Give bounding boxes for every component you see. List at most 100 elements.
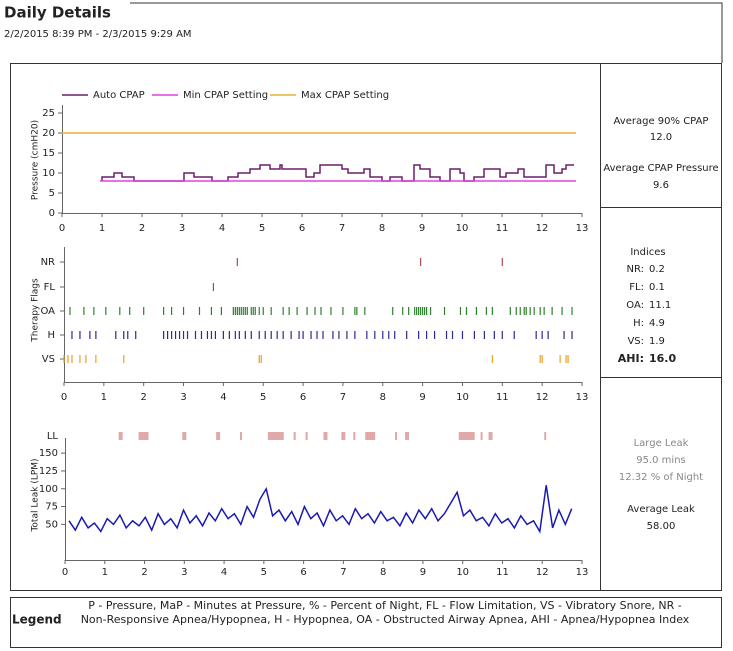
x-tick-label: 0 [62, 567, 68, 578]
index-value: 4.9 [649, 318, 665, 329]
series-line [68, 485, 573, 534]
flag-row-label: VS [42, 354, 55, 365]
index-label: OA: [626, 300, 644, 311]
x-tick-label: 9 [420, 567, 426, 578]
large-leak-span [182, 432, 187, 440]
x-tick-label: 1 [99, 223, 105, 234]
x-tick-label: 12 [536, 223, 549, 234]
large-leak-span [341, 432, 346, 440]
panel-value: 12.0 [650, 132, 672, 143]
legend-title: Legend [12, 613, 62, 627]
panel-value: 12.32 % of Night [619, 472, 703, 483]
y-tick-label: 150 [39, 448, 58, 459]
date-range: 2/2/2015 8:39 PM - 2/3/2015 9:29 AM [4, 29, 192, 40]
index-value: 1.9 [649, 336, 665, 347]
index-label: FL: [629, 282, 644, 293]
x-tick-label: 4 [220, 392, 226, 403]
x-tick-label: 11 [496, 223, 509, 234]
x-tick-label: 8 [380, 567, 386, 578]
x-tick-label: 3 [179, 223, 185, 234]
y-tick-label: 100 [39, 484, 58, 495]
x-tick-label: 7 [340, 392, 346, 403]
x-tick-label: 1 [101, 392, 107, 403]
y-axis-label: Therapy Flags [31, 278, 41, 343]
y-tick-label: 5 [49, 188, 55, 199]
index-value: 11.1 [649, 300, 671, 311]
index-label: VS: [627, 336, 644, 347]
x-tick-label: 2 [139, 223, 145, 234]
flag-row-label: OA [40, 306, 55, 317]
large-leak-span [239, 432, 242, 440]
x-tick-label: 0 [59, 223, 65, 234]
x-tick-label: 11 [496, 392, 509, 403]
panel-label: Average Leak [627, 504, 695, 515]
legend-box [10, 597, 722, 648]
large-leak-span [544, 432, 547, 440]
x-tick-label: 3 [181, 567, 187, 578]
top-border [130, 2, 723, 63]
series-line [101, 164, 574, 182]
large-leak-span [395, 432, 398, 440]
x-tick-label: 4 [219, 223, 225, 234]
legend-label: Max CPAP Setting [301, 90, 389, 101]
x-tick-label: 10 [456, 567, 469, 578]
large-leak-span [216, 432, 221, 440]
large-leak-span [267, 432, 284, 440]
large-leak-span [305, 432, 308, 440]
flag-row-label: FL [44, 282, 56, 293]
x-tick-label: 7 [339, 223, 345, 234]
y-tick-label: 15 [42, 148, 55, 159]
panel-label: Indices [630, 247, 665, 258]
large-leak-span [118, 432, 123, 440]
x-tick-label: 2 [141, 392, 147, 403]
x-tick-label: 6 [299, 223, 305, 234]
large-leak-span [353, 432, 356, 440]
large-leak-span [138, 432, 149, 440]
x-tick-label: 10 [456, 223, 469, 234]
y-tick-label: 20 [42, 128, 55, 139]
y-tick-label: 10 [42, 168, 55, 179]
x-tick-label: 0 [61, 392, 67, 403]
x-tick-label: 5 [261, 567, 267, 578]
y-tick-label: 50 [45, 519, 58, 530]
panel-value: 58.00 [647, 521, 676, 532]
legend-label: Min CPAP Setting [183, 90, 268, 101]
x-tick-label: 8 [379, 223, 385, 234]
large-leak-span [293, 432, 296, 440]
y-axis-label: Total Leak (LPM) [31, 458, 41, 532]
y-tick-label: 75 [45, 502, 58, 513]
index-value: 16.0 [649, 352, 676, 365]
panel-label: Average 90% CPAP [614, 116, 709, 127]
x-tick-label: 6 [300, 567, 306, 578]
index-label: NR: [627, 264, 645, 275]
panel-label: Large Leak [634, 438, 689, 449]
large-leak-span [488, 432, 493, 440]
legend-text: Non-Responsive Apnea/Hypopnea, H - Hypop… [81, 613, 690, 626]
index-label: H: [633, 318, 644, 329]
panel-label: Average CPAP Pressure [603, 163, 718, 174]
event-row-label: LL [47, 431, 59, 442]
large-leak-span [405, 432, 410, 440]
x-tick-label: 12 [536, 567, 549, 578]
x-tick-label: 9 [419, 223, 425, 234]
x-tick-label: 4 [221, 567, 227, 578]
page-title: Daily Details [4, 4, 111, 22]
y-tick-label: 25 [42, 108, 55, 119]
x-tick-label: 12 [536, 392, 549, 403]
x-tick-label: 6 [300, 392, 306, 403]
legend-label: Auto CPAP [93, 90, 145, 101]
x-tick-label: 5 [260, 392, 266, 403]
x-tick-label: 13 [576, 223, 589, 234]
large-leak-span [458, 432, 475, 440]
panel-value: 95.0 mins [636, 455, 686, 466]
large-leak-span [365, 432, 376, 440]
flag-row-label: NR [41, 257, 55, 268]
large-leak-span [480, 432, 483, 440]
x-tick-label: 3 [180, 392, 186, 403]
x-tick-label: 10 [456, 392, 469, 403]
main-box [10, 63, 722, 591]
panel-value: 9.6 [653, 180, 669, 191]
x-tick-label: 11 [496, 567, 509, 578]
y-axis-label: Pressure (cmH20) [31, 120, 41, 200]
